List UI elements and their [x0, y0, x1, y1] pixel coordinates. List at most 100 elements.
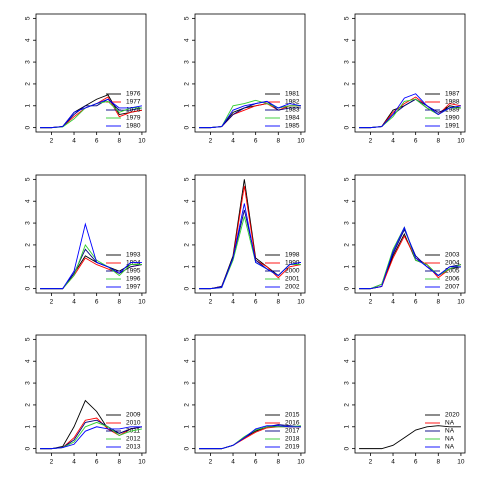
legend-label: 2018: [285, 436, 300, 443]
legend-label: 2011: [126, 428, 140, 435]
x-tick-label: 4: [391, 299, 395, 306]
x-tick-label: 8: [276, 459, 280, 466]
y-tick-label: 4: [25, 38, 32, 42]
x-tick-label: 2: [209, 459, 213, 466]
series-line: [40, 222, 142, 290]
y-tick-label: 3: [344, 221, 351, 225]
x-tick-label: 6: [414, 459, 418, 466]
y-tick-label: 2: [25, 82, 32, 86]
y-tick-label: 5: [25, 16, 32, 20]
x-tick-label: 6: [414, 138, 418, 145]
x-tick-label: 4: [72, 459, 76, 466]
series-line: [199, 203, 302, 290]
x-tick-label: 10: [138, 459, 146, 466]
x-tick-label: 4: [231, 459, 235, 466]
y-tick-label: 2: [184, 243, 191, 247]
x-tick-label: 8: [276, 299, 280, 306]
legend-label: 1995: [126, 268, 141, 275]
x-tick-label: 2: [50, 138, 54, 145]
legend-label: 1980: [126, 123, 141, 130]
series-line: [40, 98, 143, 129]
x-tick-label: 8: [117, 138, 121, 145]
plot-frame: [35, 334, 147, 454]
x-tick-label: 6: [254, 138, 258, 145]
legend-label: 1976: [126, 91, 141, 98]
legend-label: 2019: [285, 444, 300, 451]
y-tick-label: 0: [184, 125, 191, 129]
y-tick-label: 5: [184, 16, 191, 20]
legend-label: 2012: [126, 436, 141, 443]
x-tick-label: 4: [391, 138, 395, 145]
plot-frame: [194, 174, 306, 294]
y-tick-label: 1: [344, 425, 351, 429]
plot-frame: [35, 13, 147, 133]
legend-label: NA: [445, 428, 455, 435]
legend-label: 1990: [445, 115, 460, 122]
x-tick-label: 8: [436, 459, 440, 466]
y-tick-label: 3: [344, 60, 351, 64]
y-tick-label: 1: [184, 425, 191, 429]
series-line: [359, 93, 462, 129]
legend-label: 2001: [285, 276, 300, 283]
legend-label: 1987: [445, 91, 460, 98]
y-tick-label: 4: [184, 38, 191, 42]
legend-label: 2005: [445, 268, 460, 275]
y-tick-label: 4: [344, 38, 351, 42]
y-tick-label: 5: [25, 337, 32, 341]
legend-label: 1998: [285, 252, 300, 259]
y-tick-label: 3: [25, 381, 32, 385]
legend-label: 2010: [126, 420, 141, 427]
x-tick-label: 6: [95, 138, 99, 145]
legend-label: 1994: [126, 260, 141, 267]
x-tick-label: 2: [209, 138, 213, 145]
legend-label: 1983: [285, 107, 300, 114]
plot-frame: [354, 174, 466, 294]
legend-label: 1978: [126, 107, 141, 114]
legend-label: 2004: [445, 260, 460, 267]
y-tick-label: 5: [344, 337, 351, 341]
x-tick-label: 6: [414, 299, 418, 306]
x-tick-label: 10: [138, 138, 146, 145]
series-line: [40, 426, 142, 450]
y-tick-label: 3: [344, 381, 351, 385]
y-tick-label: 0: [25, 125, 32, 129]
legend-label: 2020: [445, 412, 460, 419]
y-tick-label: 4: [25, 199, 32, 203]
x-tick-label: 10: [457, 299, 465, 306]
x-tick-label: 2: [369, 459, 373, 466]
x-tick-label: 8: [436, 138, 440, 145]
x-tick-label: 10: [297, 299, 305, 306]
y-tick-label: 0: [184, 446, 191, 450]
x-tick-label: 2: [369, 299, 373, 306]
series-line: [359, 226, 461, 290]
y-tick-label: 4: [25, 359, 32, 363]
series-line: [199, 425, 301, 450]
y-tick-label: 0: [25, 286, 32, 290]
y-tick-label: 0: [344, 286, 351, 290]
legend-label: 1997: [126, 284, 141, 291]
y-tick-label: 2: [25, 243, 32, 247]
y-tick-label: 4: [184, 199, 191, 203]
legend-label: 2013: [126, 444, 141, 451]
plot-frame: [354, 13, 466, 133]
x-tick-label: 8: [117, 299, 121, 306]
y-tick-label: 5: [344, 177, 351, 181]
y-tick-label: 5: [344, 16, 351, 20]
legend-label: NA: [445, 444, 455, 451]
y-tick-label: 1: [184, 265, 191, 269]
legend-label: 1985: [285, 123, 300, 130]
legend-label: 1993: [126, 252, 141, 259]
x-tick-label: 10: [297, 138, 305, 145]
y-tick-label: 0: [184, 286, 191, 290]
legend-label: 1999: [285, 260, 300, 267]
legend-label: 1988: [445, 99, 460, 106]
legend-label: 1977: [126, 99, 141, 106]
y-tick-label: 2: [344, 82, 351, 86]
y-tick-label: 1: [25, 104, 32, 108]
x-tick-label: 8: [436, 299, 440, 306]
x-tick-label: 4: [231, 299, 235, 306]
x-tick-label: 4: [72, 299, 76, 306]
legend-label: 1982: [285, 99, 300, 106]
y-tick-label: 3: [25, 221, 32, 225]
